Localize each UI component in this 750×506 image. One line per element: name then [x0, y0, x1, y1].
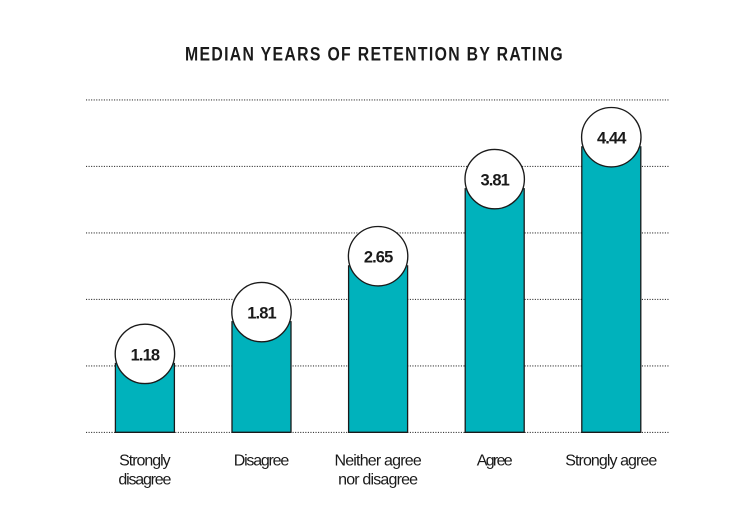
svg-text:4.44: 4.44: [597, 130, 627, 148]
svg-text:Disagree: Disagree: [234, 453, 290, 470]
svg-text:Strongly: Strongly: [119, 453, 171, 470]
svg-text:3.81: 3.81: [480, 172, 509, 190]
svg-text:Agree: Agree: [477, 453, 513, 470]
svg-text:1.18: 1.18: [131, 346, 160, 364]
svg-text:1.81: 1.81: [247, 305, 276, 323]
svg-text:2.65: 2.65: [364, 249, 393, 267]
svg-text:Strongly agree: Strongly agree: [565, 453, 657, 470]
svg-text:Neither agree: Neither agree: [334, 453, 421, 470]
svg-text:MEDIAN YEARS OF RETENTION BY R: MEDIAN YEARS OF RETENTION BY RATING: [185, 45, 564, 66]
svg-text:nor disagree: nor disagree: [338, 471, 418, 488]
svg-text:disagree: disagree: [118, 471, 171, 488]
